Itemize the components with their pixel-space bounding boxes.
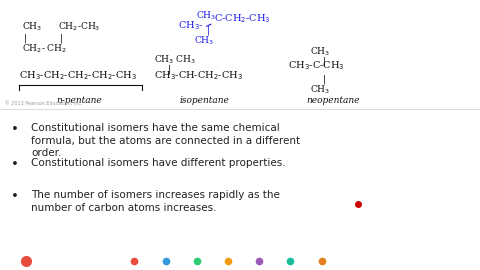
Text: © 2013 Pearson Education, Inc.: © 2013 Pearson Education, Inc. xyxy=(5,101,82,106)
Text: CH$_3$: CH$_3$ xyxy=(194,34,215,47)
Text: neopentane: neopentane xyxy=(307,96,360,104)
Text: |: | xyxy=(323,74,325,83)
Text: |: | xyxy=(24,33,27,43)
Text: •: • xyxy=(11,190,18,203)
Text: CH$_3$: CH$_3$ xyxy=(310,84,330,96)
Text: Constitutional isomers have different properties.: Constitutional isomers have different pr… xyxy=(31,158,286,168)
Text: •: • xyxy=(11,123,18,136)
Text: CH$_3$-C-CH$_3$: CH$_3$-C-CH$_3$ xyxy=(288,59,345,72)
Text: CH$_3$ CH$_3$: CH$_3$ CH$_3$ xyxy=(154,53,196,66)
Text: |: | xyxy=(60,33,63,43)
Text: CH$_3$-: CH$_3$- xyxy=(178,19,203,32)
Text: CH$_2$- CH$_2$: CH$_2$- CH$_2$ xyxy=(22,42,67,55)
Text: |: | xyxy=(323,57,325,66)
Text: CH$_3$: CH$_3$ xyxy=(196,10,216,22)
Text: •: • xyxy=(11,158,18,171)
Text: isopentane: isopentane xyxy=(179,96,229,104)
Text: CH$_3$-CH-CH$_2$-CH$_3$: CH$_3$-CH-CH$_2$-CH$_3$ xyxy=(154,70,243,82)
Text: CH$_3$: CH$_3$ xyxy=(310,45,330,58)
Text: C-CH$_2$-CH$_3$: C-CH$_2$-CH$_3$ xyxy=(214,13,270,25)
Text: |: | xyxy=(207,25,210,35)
Text: n-pentane: n-pentane xyxy=(56,96,102,104)
Text: CH$_2$-CH$_3$: CH$_2$-CH$_3$ xyxy=(58,21,100,33)
Text: CH$_3$: CH$_3$ xyxy=(22,21,42,33)
Text: CH$_3$-CH$_2$-CH$_2$-CH$_2$-CH$_3$: CH$_3$-CH$_2$-CH$_2$-CH$_2$-CH$_3$ xyxy=(19,70,137,82)
Text: The number of isomers increases rapidly as the
number of carbon atoms increases.: The number of isomers increases rapidly … xyxy=(31,190,280,213)
Text: Constitutional isomers have the same chemical
formula, but the atoms are connect: Constitutional isomers have the same che… xyxy=(31,123,300,158)
Text: |: | xyxy=(168,65,171,74)
